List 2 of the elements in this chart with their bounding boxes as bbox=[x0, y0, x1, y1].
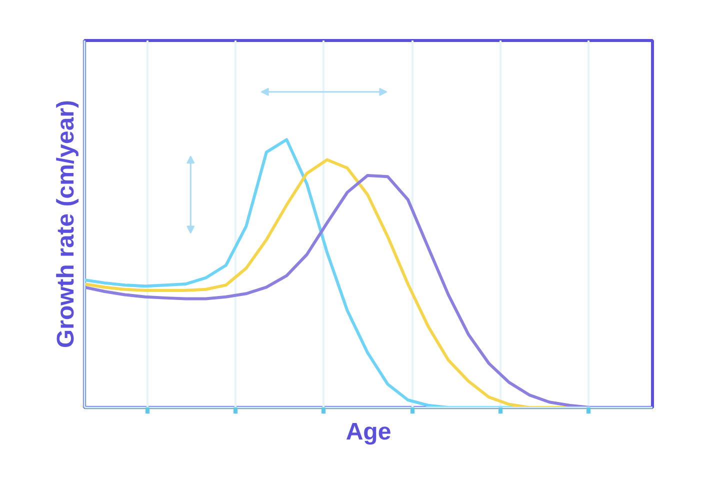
y-axis-title: Growth rate (cm/year) bbox=[52, 100, 80, 348]
x-axis-title: Age bbox=[346, 418, 392, 446]
